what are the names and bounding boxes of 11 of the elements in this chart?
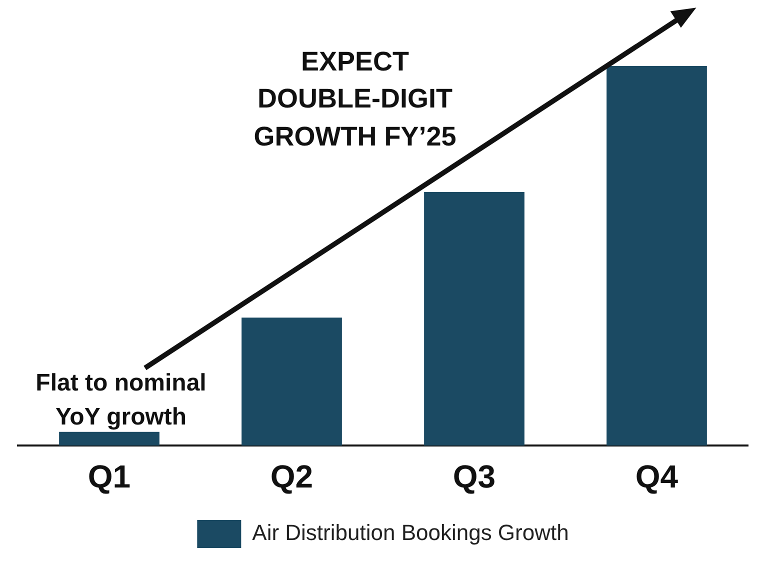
bar	[424, 192, 524, 446]
annotation: Flat to nominal YoY growth	[36, 370, 206, 431]
x-tick-label: Q3	[452, 458, 496, 495]
bar	[606, 66, 707, 446]
annotation: EXPECT DOUBLE-DIGIT GROWTH FY’25	[254, 46, 456, 152]
bar	[242, 318, 342, 446]
x-tick-label: Q4	[635, 458, 678, 495]
legend-label: Air Distribution Bookings Growth	[252, 520, 569, 546]
x-tick-label: Q1	[88, 458, 131, 495]
bar	[59, 432, 160, 446]
x-tick-label: Q2	[270, 458, 314, 495]
